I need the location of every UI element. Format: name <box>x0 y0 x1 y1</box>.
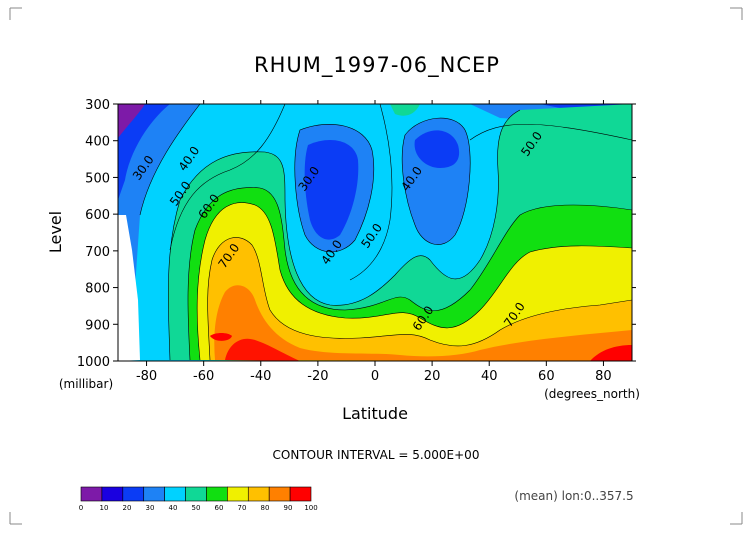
mean-annotation: (mean) lon:0..357.5 <box>514 489 633 503</box>
x-axis: -80 -60 -40 -20 0 20 40 60 80 <box>136 100 612 384</box>
x-tick-label: -40 <box>250 369 271 384</box>
y-axis-title: Level <box>46 211 65 253</box>
x-tick-label: 80 <box>595 369 612 384</box>
contour-lines <box>139 104 632 361</box>
x-tick-label: 20 <box>424 369 441 384</box>
colorbar-label: 80 <box>261 504 270 512</box>
colorbar-label: 10 <box>100 504 109 512</box>
colorbar: 0 10 20 30 40 50 60 70 80 90 100 <box>79 486 318 512</box>
colorbar-label: 100 <box>304 504 317 512</box>
y-tick-label: 900 <box>85 318 110 333</box>
y-axis: 300 400 500 600 700 800 900 1000 <box>77 98 636 370</box>
x-axis-units: (degrees_north) <box>544 387 640 401</box>
colorbar-label: 70 <box>238 504 247 512</box>
x-tick-label: -20 <box>307 369 328 384</box>
colorbar-swatch <box>164 486 186 502</box>
x-axis-title: Latitude <box>342 404 408 423</box>
colorbar-swatch <box>247 486 270 502</box>
x-tick-label: 0 <box>371 369 379 384</box>
y-tick-label: 600 <box>85 208 110 223</box>
y-tick-label: 300 <box>85 98 110 113</box>
crop-marks <box>9 7 743 525</box>
colorbar-swatch <box>206 486 228 502</box>
colorbar-label: 20 <box>123 504 132 512</box>
colorbar-swatch <box>289 486 312 502</box>
colorbar-swatch <box>143 486 165 502</box>
y-tick-label: 800 <box>85 282 110 297</box>
colorbar-swatch <box>185 486 207 502</box>
y-axis-units: (millibar) <box>59 377 113 391</box>
colorbar-swatch <box>101 486 124 502</box>
y-tick-label: 500 <box>85 171 110 186</box>
colorbar-swatch <box>268 486 291 502</box>
colorbar-label: 30 <box>146 504 155 512</box>
colorbar-label: 40 <box>169 504 178 512</box>
y-tick-label: 1000 <box>77 355 110 370</box>
contour-fill <box>118 104 632 361</box>
colorbar-label: 60 <box>215 504 224 512</box>
colorbar-swatch <box>80 486 103 502</box>
y-tick-label: 400 <box>85 135 110 150</box>
colorbar-label: 50 <box>192 504 201 512</box>
x-tick-label: 60 <box>538 369 555 384</box>
x-tick-label: -80 <box>136 369 157 384</box>
x-tick-label: -60 <box>193 369 214 384</box>
colorbar-swatch <box>227 486 249 502</box>
x-tick-label: 40 <box>481 369 498 384</box>
colorbar-label: 0 <box>79 504 83 512</box>
chart-title: RHUM_1997-06_NCEP <box>254 53 500 78</box>
colorbar-label: 90 <box>284 504 293 512</box>
colorbar-swatch <box>122 486 145 502</box>
y-tick-label: 700 <box>85 245 110 260</box>
contour-interval-text: CONTOUR INTERVAL = 5.000E+00 <box>273 448 480 462</box>
